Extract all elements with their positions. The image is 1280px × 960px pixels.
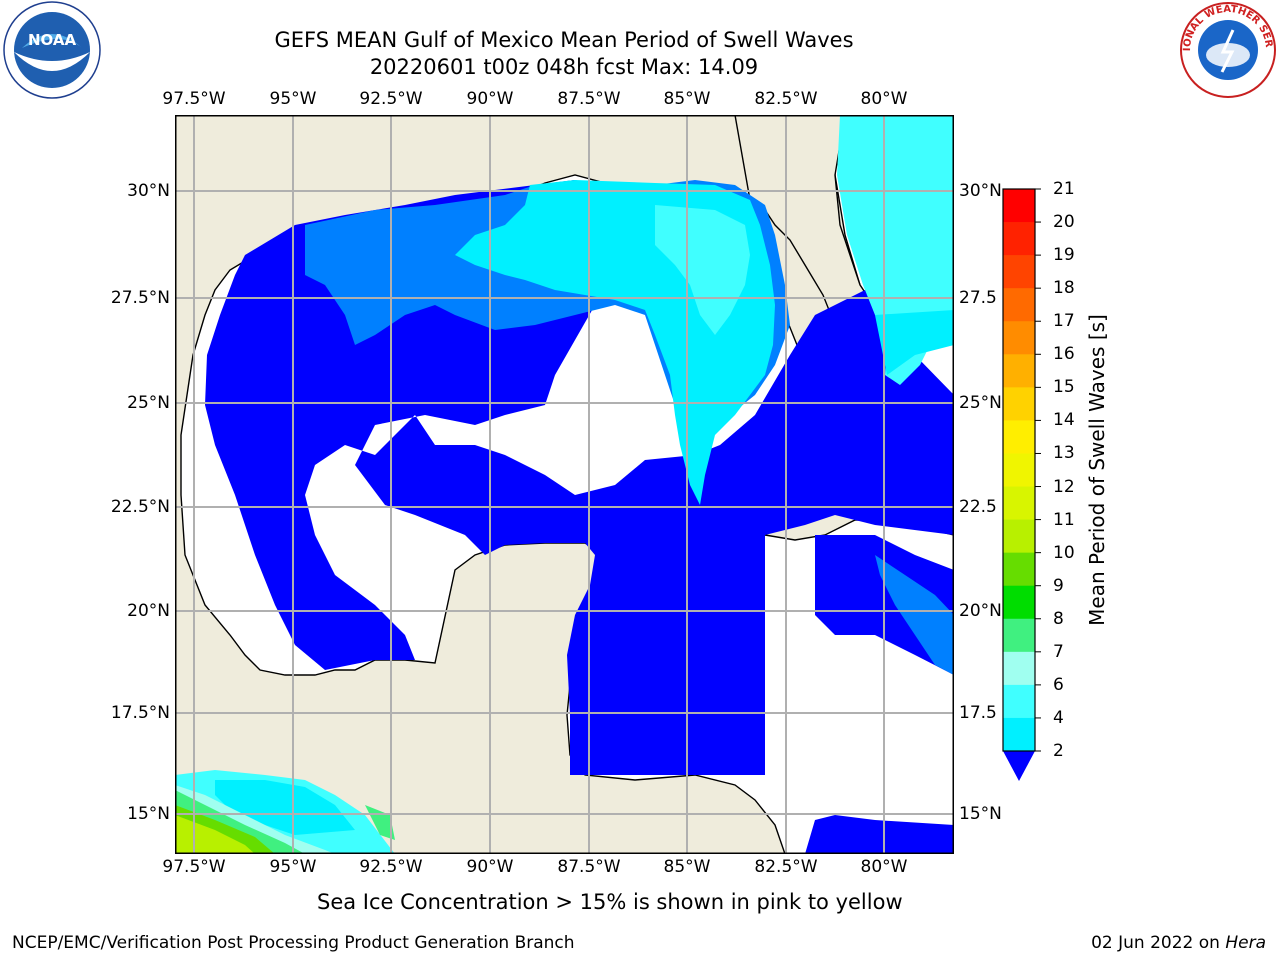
lon-tick-top: 82.5°W xyxy=(754,89,818,109)
colorbar-label: 14 xyxy=(1053,410,1075,431)
colorbar-label: 15 xyxy=(1053,377,1075,398)
colorbar-label: 13 xyxy=(1053,443,1075,464)
lon-tick-bottom: 87.5°W xyxy=(557,857,621,877)
lon-tick-bottom: 97.5°W xyxy=(162,857,226,877)
lat-tick-right: 22.5 xyxy=(959,497,997,517)
contour-below-2 xyxy=(205,180,954,775)
colorbar-segment xyxy=(1003,684,1035,719)
colorbar-label: 19 xyxy=(1053,245,1075,266)
lon-tick-bottom: 92.5°W xyxy=(359,857,423,877)
colorbar-label: 11 xyxy=(1053,509,1075,530)
lon-tick-bottom: 85°W xyxy=(663,857,711,877)
lon-tick-top: 92.5°W xyxy=(359,89,423,109)
lon-tick-bottom: 80°W xyxy=(860,857,908,877)
lat-tick-left: 30°N xyxy=(127,181,170,201)
colorbar-label: 16 xyxy=(1053,344,1075,365)
colorbar-label: 17 xyxy=(1053,311,1075,332)
colorbar-segment xyxy=(1003,288,1035,322)
colorbar-segment xyxy=(1003,717,1035,752)
colorbar-label: 12 xyxy=(1053,476,1075,497)
colorbar-segment xyxy=(1003,585,1035,620)
colorbar-segment xyxy=(1003,189,1035,223)
map-frame xyxy=(175,115,954,854)
sea-ice-footnote: Sea Ice Concentration > 15% is shown in … xyxy=(317,890,903,914)
lon-tick-top: 87.5°W xyxy=(557,89,621,109)
contour-south-patch xyxy=(805,815,954,854)
lat-tick-left: 27.5°N xyxy=(110,288,170,308)
lon-tick-bottom: 90°W xyxy=(466,857,514,877)
lat-tick-left: 20°N xyxy=(127,601,170,621)
lat-tick-right: 20°N xyxy=(959,601,1002,621)
colorbar-segment xyxy=(1003,420,1035,454)
colorbar-segment xyxy=(1003,651,1035,686)
colorbar-segment xyxy=(1003,552,1035,587)
colorbar-label: 20 xyxy=(1053,212,1075,233)
machine-name: Hera xyxy=(1225,933,1266,953)
colorbar-segment xyxy=(1003,453,1035,488)
colorbar-label: 18 xyxy=(1053,278,1075,299)
colorbar-segment xyxy=(1003,321,1035,355)
lat-tick-left: 22.5°N xyxy=(110,497,170,517)
lon-tick-top: 95°W xyxy=(269,89,317,109)
lat-tick-right: 17.5 xyxy=(959,703,997,723)
date-stamp: 02 Jun 2022 on Hera xyxy=(1091,933,1266,953)
lon-tick-top: 80°W xyxy=(860,89,908,109)
lon-tick-bottom: 95°W xyxy=(269,857,317,877)
lat-tick-right: 15°N xyxy=(959,804,1002,824)
noaa-logo: NOAA xyxy=(3,1,101,99)
colorbar-extend-arrow xyxy=(1003,751,1035,781)
chart-title: GEFS MEAN Gulf of Mexico Mean Period of … xyxy=(274,28,854,52)
colorbar-segment xyxy=(1003,519,1035,554)
lon-tick-top: 85°W xyxy=(663,89,711,109)
lon-tick-top: 90°W xyxy=(466,89,514,109)
colorbar-segment xyxy=(1003,354,1035,388)
gridlines xyxy=(175,115,954,854)
colorbar-segment xyxy=(1003,387,1035,421)
lat-tick-right: 25°N xyxy=(959,393,1002,413)
colorbar-label: 7 xyxy=(1053,641,1064,662)
colorbar-segment xyxy=(1003,255,1035,289)
chart-subtitle: 20220601 t00z 048h fcst Max: 14.09 xyxy=(369,55,759,79)
colorbar xyxy=(1002,188,1041,781)
colorbar-label: 21 xyxy=(1053,179,1075,199)
lat-tick-right: 30°N xyxy=(959,181,1002,201)
nws-logo: NATIONAL WEATHER SERVICE xyxy=(1178,0,1276,98)
colorbar-label: 10 xyxy=(1053,542,1075,563)
svg-text:NOAA: NOAA xyxy=(28,31,77,49)
lon-tick-bottom: 82.5°W xyxy=(754,857,818,877)
lat-tick-left: 17.5°N xyxy=(110,703,170,723)
colorbar-label: 9 xyxy=(1053,575,1064,596)
contour-caribbean-2-4 xyxy=(875,555,954,675)
colorbar-label: 6 xyxy=(1053,674,1064,695)
contour-atlantic-2 xyxy=(875,310,954,375)
colorbar-segment xyxy=(1003,486,1035,521)
lat-tick-left: 15°N xyxy=(127,804,170,824)
colorbar-label: 2 xyxy=(1053,741,1064,761)
contour-pacific-4-6 xyxy=(215,780,355,835)
lon-tick-top: 97.5°W xyxy=(162,89,226,109)
date-text: 02 Jun 2022 on xyxy=(1091,933,1226,953)
colorbar-title: Mean Period of Swell Waves [s] xyxy=(1085,314,1109,626)
colorbar-label: 4 xyxy=(1053,707,1064,728)
lat-tick-left: 25°N xyxy=(127,393,170,413)
lat-tick-right: 27.5 xyxy=(959,288,997,308)
colorbar-frame xyxy=(1002,188,1036,752)
colorbar-label: 8 xyxy=(1053,608,1064,629)
colorbar-segment xyxy=(1003,618,1035,653)
contour-6-7 xyxy=(655,205,750,335)
credit-text: NCEP/EMC/Verification Post Processing Pr… xyxy=(12,933,575,953)
colorbar-segment xyxy=(1003,222,1035,256)
map-panel xyxy=(175,115,954,854)
